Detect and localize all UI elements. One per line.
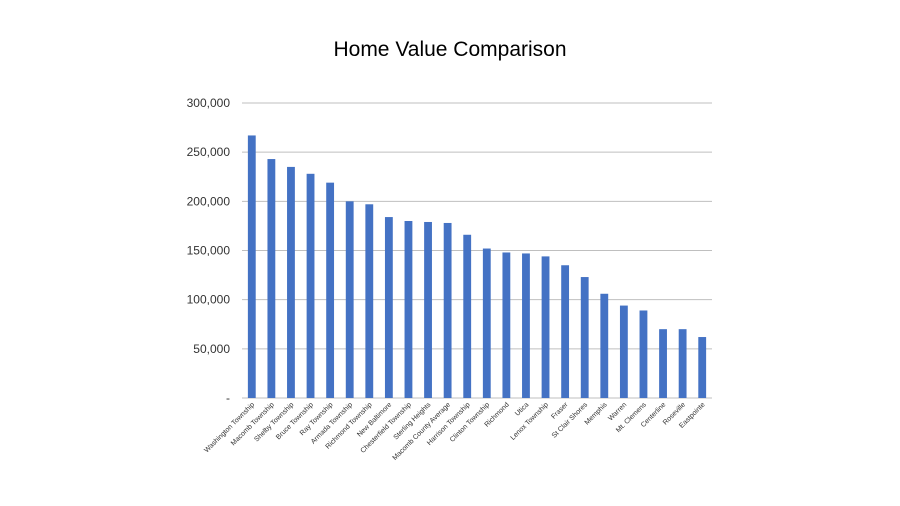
y-tick-label: 300,000 — [187, 96, 231, 110]
bar — [424, 221, 432, 398]
bar — [541, 256, 550, 398]
bar — [561, 265, 570, 398]
bar — [384, 217, 393, 398]
bar — [600, 293, 609, 398]
y-tick-label: 100,000 — [187, 293, 231, 307]
bar — [659, 329, 667, 398]
bar — [306, 173, 315, 398]
bar — [639, 310, 648, 398]
bar — [326, 182, 335, 398]
bar — [619, 305, 628, 398]
x-tick-label: New Baltimore — [356, 401, 393, 438]
bar — [522, 253, 530, 398]
y-axis-ticks: - 50,000 100,000 150,000 200,000 250,000 300,0… — [187, 96, 231, 405]
bar — [345, 201, 354, 398]
bar — [678, 329, 687, 398]
bar — [365, 204, 374, 398]
y-tick-label: 200,000 — [187, 194, 231, 208]
bar — [443, 222, 452, 398]
bar — [247, 135, 256, 398]
bar — [580, 277, 589, 398]
bar — [287, 166, 295, 398]
y-tick-label: 250,000 — [187, 145, 231, 159]
bar — [463, 234, 472, 398]
bar — [698, 337, 707, 398]
bar — [267, 159, 276, 398]
bar — [502, 252, 511, 398]
bars — [247, 135, 707, 398]
bar — [482, 248, 491, 398]
bar — [404, 221, 413, 398]
gridlines — [242, 102, 712, 399]
chart-title: Home Value Comparison — [333, 38, 567, 61]
y-tick-label: - — [226, 391, 230, 405]
y-tick-label: 50,000 — [193, 342, 230, 356]
x-tick-label: Utica — [514, 401, 530, 417]
y-tick-label: 150,000 — [187, 244, 231, 258]
x-tick-label: Lenox Township — [510, 401, 550, 441]
